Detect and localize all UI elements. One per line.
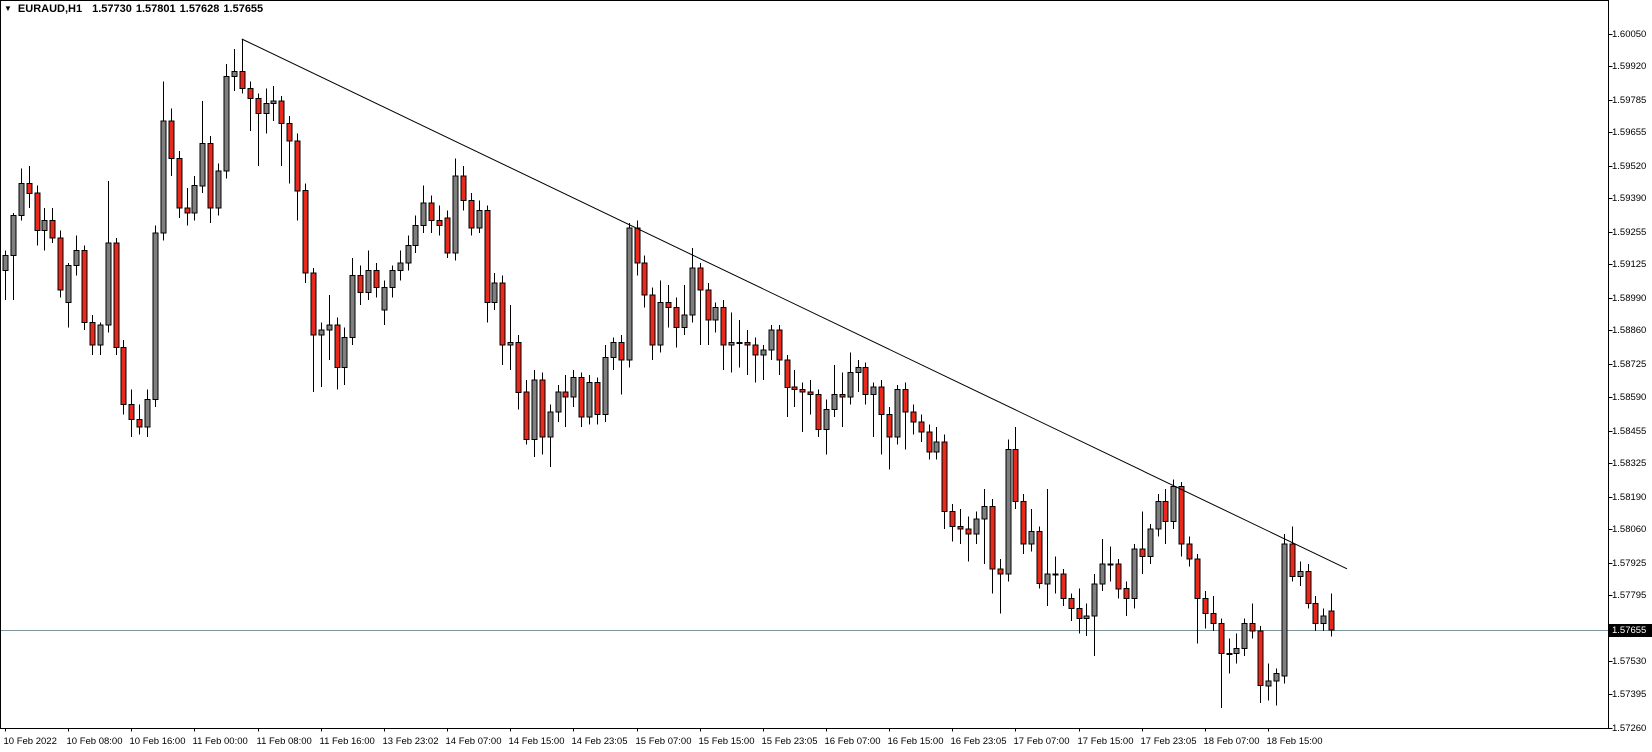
quote-low: 1.57628	[179, 3, 220, 15]
price-axis-label: 1.59255	[1612, 226, 1647, 238]
plot-border	[0, 0, 1609, 729]
time-axis-label: 10 Feb 16:00	[129, 736, 186, 747]
quote-high: 1.57801	[135, 3, 176, 15]
time-axis-label: 15 Feb 15:00	[698, 736, 755, 747]
price-axis-label: 1.57530	[1612, 655, 1647, 667]
price-axis-label: 1.57925	[1612, 557, 1647, 569]
quote-open: 1.57730	[92, 3, 132, 15]
price-axis-label: 1.58325	[1612, 457, 1647, 469]
candlesticks	[2, 70, 1335, 687]
time-axis-label: 15 Feb 23:05	[761, 736, 818, 747]
time-axis-label: 17 Feb 15:00	[1077, 736, 1134, 747]
time-axis-label: 16 Feb 23:05	[950, 736, 1007, 747]
price-axis-label: 1.58860	[1612, 324, 1647, 336]
price-axis-label: 1.57260	[1612, 722, 1647, 734]
time-axis-label: 18 Feb 15:00	[1266, 736, 1323, 747]
price-axis-label: 1.60050	[1612, 28, 1647, 40]
time-axis-label: 16 Feb 15:00	[887, 736, 944, 747]
time-axis-label: 10 Feb 08:00	[66, 736, 123, 747]
price-axis-label: 1.58060	[1612, 523, 1647, 535]
symbol-dropdown-icon[interactable]: ▼	[4, 4, 12, 13]
time-axis-label: 14 Feb 15:00	[508, 736, 565, 747]
price-axis-label: 1.58190	[1612, 491, 1647, 503]
time-axis-label: 11 Feb 08:00	[256, 736, 312, 747]
time-axis-label: 13 Feb 23:02	[382, 736, 439, 747]
time-axis-label: 14 Feb 07:00	[445, 736, 502, 747]
time-axis-label: 16 Feb 07:00	[824, 736, 881, 747]
time-axis-label: 17 Feb 07:00	[1013, 736, 1070, 747]
time-axis-label: 10 Feb 2022	[3, 736, 57, 747]
price-axis-label: 1.59920	[1612, 60, 1647, 72]
price-axis-label: 1.58990	[1612, 292, 1647, 304]
time-axis-label: 17 Feb 23:05	[1140, 736, 1197, 747]
price-axis-label: 1.59390	[1612, 192, 1647, 204]
price-axis-label: 1.59520	[1612, 160, 1647, 172]
time-axis-label: 18 Feb 07:00	[1203, 736, 1260, 747]
quote-close: 1.57655	[223, 3, 264, 15]
bid-price-tag: 1.57655	[1609, 624, 1652, 637]
price-axis-label: 1.58725	[1612, 358, 1647, 370]
candle-wicks	[5, 39, 1332, 709]
time-axis-label: 11 Feb 00:00	[192, 736, 248, 747]
price-axis-label: 1.57795	[1612, 589, 1647, 601]
time-axis-label: 14 Feb 23:05	[571, 736, 628, 747]
trendline[interactable]	[241, 38, 1348, 570]
chart-comment: ▼ EURAUD,H1 1.57730 1.57801 1.57628 1.57655	[4, 3, 267, 17]
price-axis-label: 1.58590	[1612, 391, 1647, 403]
price-axis-label: 1.59655	[1612, 126, 1647, 138]
symbol-period-label: EURAUD,H1	[17, 3, 83, 15]
price-axis-label: 1.57395	[1612, 688, 1647, 700]
time-axis-label: 11 Feb 16:00	[319, 736, 375, 747]
price-axis-label: 1.59125	[1612, 258, 1647, 270]
time-axis-label: 15 Feb 07:00	[635, 736, 692, 747]
price-axis-label: 1.59785	[1612, 94, 1647, 106]
price-axis-label: 1.58455	[1612, 425, 1647, 437]
